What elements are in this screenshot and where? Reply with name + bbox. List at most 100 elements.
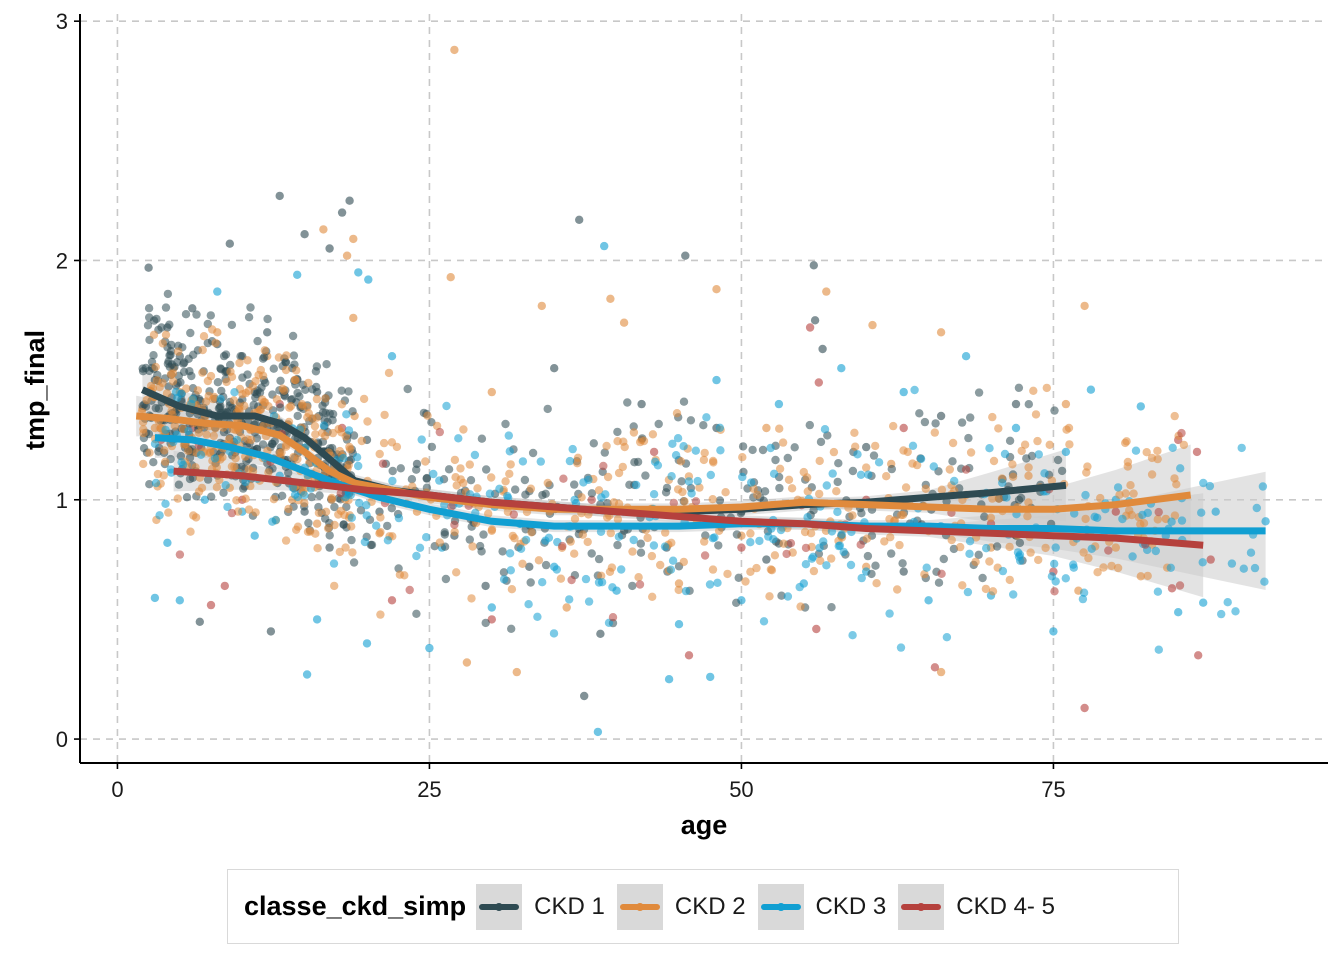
data-point <box>632 480 641 490</box>
data-point <box>910 385 919 395</box>
data-point <box>673 434 683 443</box>
data-point <box>738 442 748 451</box>
data-point <box>387 504 396 513</box>
data-point <box>541 536 550 545</box>
data-point <box>776 525 786 535</box>
data-point <box>341 543 350 552</box>
data-point <box>1008 472 1018 481</box>
data-point <box>184 446 193 455</box>
data-point <box>293 270 302 279</box>
data-point <box>315 491 324 500</box>
data-point <box>427 442 437 452</box>
data-point <box>327 493 336 503</box>
legend-label: CKD 3 <box>815 892 887 920</box>
data-point <box>1086 385 1096 394</box>
data-point <box>1014 495 1024 505</box>
data-point <box>1170 411 1179 421</box>
data-point <box>516 544 526 553</box>
data-point <box>600 241 609 251</box>
data-point <box>587 549 596 558</box>
data-point <box>1237 443 1246 453</box>
data-point <box>706 470 715 480</box>
data-point <box>543 404 552 414</box>
data-point <box>325 531 334 540</box>
data-point <box>635 580 645 589</box>
data-point <box>167 360 177 369</box>
data-point <box>862 463 871 472</box>
data-point <box>755 536 764 546</box>
data-point <box>1040 469 1049 478</box>
data-point <box>684 477 694 486</box>
data-point <box>1136 520 1145 529</box>
data-point <box>648 592 657 601</box>
data-point <box>383 536 393 545</box>
data-point <box>238 390 247 399</box>
data-point <box>274 353 284 362</box>
data-point <box>790 443 799 452</box>
data-point <box>329 559 339 568</box>
data-point <box>537 301 546 311</box>
data-point <box>162 389 172 398</box>
data-point <box>1024 471 1033 480</box>
data-point <box>929 462 938 471</box>
data-point <box>1166 563 1176 572</box>
data-point <box>171 387 181 397</box>
legend-item-ckd-3: CKD 3 <box>757 883 887 930</box>
data-point <box>613 437 622 446</box>
data-point <box>1081 490 1090 500</box>
data-point <box>175 550 185 559</box>
data-point <box>142 395 151 405</box>
data-point <box>212 483 222 492</box>
data-point <box>504 431 513 440</box>
data-point <box>284 504 293 514</box>
data-point <box>980 512 989 521</box>
data-point <box>182 493 192 502</box>
data-point <box>1104 546 1113 555</box>
data-point <box>403 384 412 394</box>
data-point <box>636 548 646 557</box>
data-point <box>313 544 322 553</box>
data-point <box>988 587 998 596</box>
data-point <box>495 484 504 493</box>
data-point <box>774 399 784 409</box>
data-point <box>161 330 171 339</box>
data-point <box>372 521 381 530</box>
data-point <box>512 667 521 677</box>
data-point <box>614 468 624 478</box>
data-point <box>815 489 824 499</box>
data-point <box>809 261 818 270</box>
data-point <box>899 423 908 433</box>
data-point <box>206 600 216 610</box>
data-point <box>966 448 976 457</box>
data-point <box>1020 440 1030 449</box>
data-point <box>895 540 904 550</box>
data-point <box>853 450 862 459</box>
data-point <box>246 435 256 445</box>
data-point <box>809 566 819 576</box>
data-point <box>1174 608 1183 617</box>
data-point <box>352 453 362 462</box>
data-point <box>1087 544 1096 553</box>
data-point <box>942 633 952 642</box>
data-point <box>1231 607 1240 616</box>
data-point <box>1096 493 1105 503</box>
data-point <box>634 573 643 582</box>
data-point <box>167 406 176 415</box>
y-tick-label: 2 <box>56 248 68 273</box>
data-point <box>499 575 509 584</box>
data-point <box>1005 542 1014 552</box>
x-axis-title: age <box>681 810 728 840</box>
data-point <box>248 382 257 391</box>
legend-point <box>495 902 504 911</box>
data-point <box>822 481 831 490</box>
data-point <box>714 541 723 550</box>
data-point <box>746 538 755 547</box>
data-point <box>251 508 260 517</box>
data-point <box>589 439 598 448</box>
data-point <box>721 488 730 497</box>
data-point <box>139 425 148 434</box>
data-point <box>425 643 434 653</box>
data-point <box>679 442 688 451</box>
data-point <box>982 544 991 553</box>
data-point <box>225 239 234 248</box>
